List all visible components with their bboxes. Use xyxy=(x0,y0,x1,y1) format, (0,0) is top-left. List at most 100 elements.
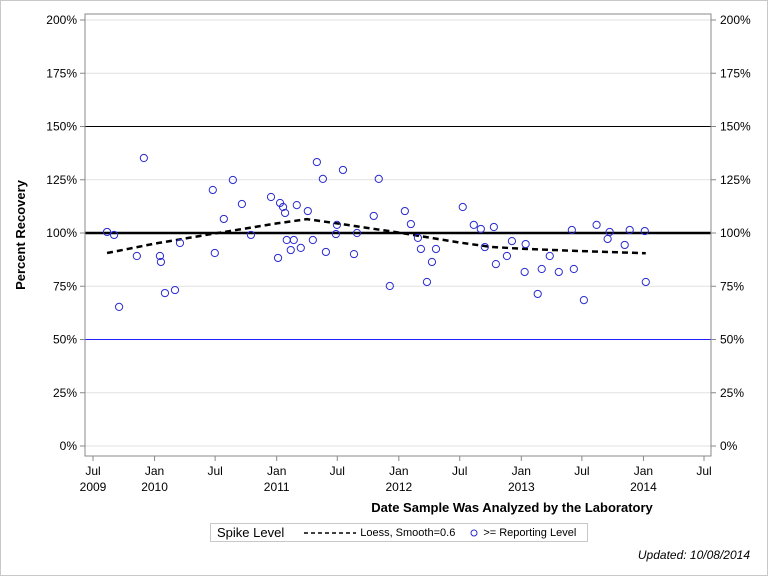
data-point xyxy=(109,230,119,240)
x-tick-year: 2011 xyxy=(264,480,290,494)
data-point xyxy=(318,174,327,183)
x-axis-label: Date Sample Was Analyzed by the Laborato… xyxy=(371,500,653,515)
x-tick-label: Jan xyxy=(512,464,531,478)
data-point xyxy=(237,199,247,209)
data-point xyxy=(507,236,517,246)
data-point xyxy=(289,235,298,245)
x-tick-year: 2010 xyxy=(141,480,168,494)
data-point xyxy=(537,264,546,274)
data-point xyxy=(567,225,576,235)
data-point xyxy=(114,302,124,312)
data-point xyxy=(210,248,219,258)
y-tick-label-right: 100% xyxy=(720,226,751,240)
y-tick-label: 0% xyxy=(60,439,78,453)
y-tick-label-right: 125% xyxy=(720,173,751,187)
x-tick-label: Jul xyxy=(696,464,711,478)
data-point xyxy=(332,220,342,230)
data-point xyxy=(422,277,432,287)
data-point xyxy=(369,211,378,221)
y-tick-label-right: 25% xyxy=(720,386,744,400)
updated-note: Updated: 10/08/2014 xyxy=(637,548,750,562)
data-point xyxy=(502,251,512,261)
legend-title: Spike Level xyxy=(217,525,285,540)
data-point xyxy=(132,251,141,261)
data-point xyxy=(416,244,426,254)
plot-area xyxy=(84,13,712,457)
data-point xyxy=(278,202,288,212)
legend: Spike Level Loess, Smooth=0.6 >= Reporti… xyxy=(210,523,588,542)
y-tick-label: 125% xyxy=(46,173,77,187)
data-point xyxy=(321,247,330,257)
data-point xyxy=(385,281,394,291)
data-point xyxy=(400,206,409,216)
data-point xyxy=(569,264,578,274)
x-tick-label: Jan xyxy=(145,464,164,478)
y-tick-label: 75% xyxy=(53,279,77,293)
data-point xyxy=(102,227,112,237)
data-point xyxy=(469,220,478,230)
data-point xyxy=(338,165,348,175)
data-point xyxy=(489,222,498,232)
y-tick-label-right: 200% xyxy=(720,13,751,27)
data-point xyxy=(312,157,321,167)
data-point xyxy=(139,153,148,163)
data-point xyxy=(246,230,256,240)
data-point xyxy=(533,289,542,299)
y-tick-label: 25% xyxy=(53,386,77,400)
data-point xyxy=(476,224,485,234)
data-point xyxy=(280,208,290,218)
data-point xyxy=(160,288,170,298)
data-point xyxy=(303,206,312,216)
data-point xyxy=(286,245,295,255)
data-point xyxy=(458,202,467,212)
data-point xyxy=(155,251,165,261)
x-tick-label: Jul xyxy=(207,464,222,478)
data-point xyxy=(219,214,228,224)
data-point xyxy=(308,235,317,245)
y-tick-label: 200% xyxy=(46,13,77,27)
y-tick-label-right: 150% xyxy=(720,120,751,134)
data-point xyxy=(352,228,362,238)
x-tick-label: Jul xyxy=(85,464,100,478)
data-point xyxy=(273,253,283,263)
data-point xyxy=(603,234,612,244)
data-point xyxy=(413,233,423,242)
data-point xyxy=(554,267,563,277)
data-point xyxy=(374,174,383,183)
data-point xyxy=(427,257,437,267)
data-point xyxy=(640,226,649,236)
legend-points-label: >= Reporting Level xyxy=(483,526,577,539)
y-tick-label: 175% xyxy=(46,66,77,80)
y-tick-label: 150% xyxy=(46,120,77,134)
data-point xyxy=(282,235,291,245)
data-point xyxy=(625,225,634,235)
x-tick-label: Jul xyxy=(574,464,589,478)
loess-line xyxy=(106,217,646,255)
data-point xyxy=(228,175,237,185)
y-axis-label: Percent Recovery xyxy=(13,179,28,290)
data-point xyxy=(641,277,650,287)
data-point xyxy=(480,242,489,252)
data-point xyxy=(175,238,185,248)
x-tick-year: 2009 xyxy=(80,480,107,494)
circle-marker-icon xyxy=(470,529,478,536)
data-point xyxy=(620,240,629,250)
legend-loess-label: Loess, Smooth=0.6 xyxy=(360,526,456,539)
data-point xyxy=(592,220,601,230)
y-tick-label-right: 50% xyxy=(720,333,744,347)
data-point xyxy=(431,244,441,254)
x-tick-year: 2014 xyxy=(630,480,657,494)
x-tick-year: 2012 xyxy=(385,480,412,494)
data-point xyxy=(208,185,217,195)
x-tick-year: 2013 xyxy=(508,480,535,494)
data-point xyxy=(349,249,359,259)
y-tick-label-right: 75% xyxy=(720,279,744,293)
data-point xyxy=(296,243,305,253)
x-tick-label: Jan xyxy=(389,464,408,478)
data-point xyxy=(406,219,415,229)
y-tick-label-right: 0% xyxy=(720,439,738,453)
data-point xyxy=(605,227,614,237)
data-point xyxy=(156,257,166,267)
data-point xyxy=(170,285,180,295)
